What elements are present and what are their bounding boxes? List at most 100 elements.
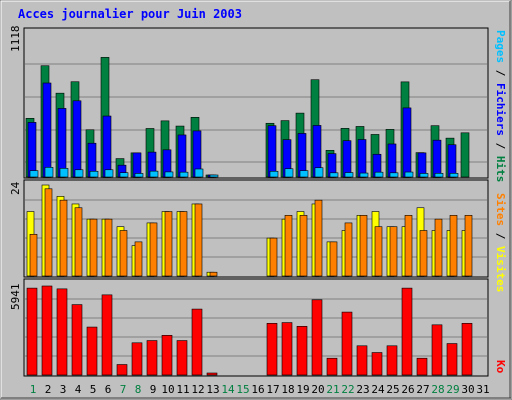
- day-label-23: 23: [356, 383, 369, 396]
- bar-pages-day-6: [104, 169, 114, 178]
- bar-ko-day-30: [461, 323, 473, 376]
- bar-pages-day-10: [164, 171, 174, 178]
- bar-sites-day-13: [209, 271, 218, 277]
- day-label-29: 29: [446, 383, 459, 396]
- bar-sites-day-23: [359, 215, 368, 277]
- bar-sites-day-3: [59, 199, 68, 277]
- bar-ko-day-10: [161, 335, 173, 376]
- bar-fichiers-day-1: [27, 122, 37, 178]
- day-label-22: 22: [341, 383, 354, 396]
- bar-pages-day-13: [209, 174, 219, 178]
- bar-pages-day-5: [89, 170, 99, 178]
- ymax-label-hits: 1118: [9, 26, 22, 53]
- bar-sites-day-8: [134, 241, 143, 277]
- bar-pages-day-12: [194, 168, 204, 178]
- bar-pages-day-22: [344, 172, 354, 178]
- bar-ko-day-3: [56, 288, 68, 376]
- bar-sites-day-26: [404, 215, 413, 277]
- bar-pages-day-3: [59, 168, 69, 178]
- day-label-26: 26: [401, 383, 414, 396]
- day-label-1: 1: [30, 383, 37, 396]
- day-label-14: 14: [221, 383, 235, 396]
- day-label-12: 12: [191, 383, 204, 396]
- bar-ko-day-9: [146, 340, 158, 376]
- bar-pages-day-9: [149, 170, 159, 178]
- chart-bars: [25, 57, 487, 376]
- bar-sites-day-12: [194, 203, 203, 277]
- bar-sites-day-19: [299, 215, 308, 277]
- bar-ko-day-6: [101, 294, 113, 376]
- bar-sites-day-29: [449, 215, 458, 277]
- bar-fichiers-day-26: [402, 107, 412, 178]
- day-label-10: 10: [161, 383, 174, 396]
- bar-pages-day-28: [434, 173, 444, 178]
- day-label-7: 7: [120, 383, 127, 396]
- bar-sites-day-24: [374, 226, 383, 277]
- bar-pages-day-27: [419, 173, 429, 178]
- bar-ko-day-25: [386, 345, 398, 376]
- bar-pages-day-29: [449, 173, 459, 178]
- day-label-21: 21: [326, 383, 339, 396]
- bar-pages-day-20: [314, 167, 324, 178]
- bar-sites-day-10: [164, 211, 173, 277]
- day-label-9: 9: [150, 383, 157, 396]
- bar-fichiers-day-29: [447, 144, 457, 178]
- bar-ko-day-24: [371, 352, 383, 376]
- bar-ko-day-1: [26, 287, 38, 376]
- bar-ko-day-21: [326, 357, 338, 376]
- day-label-18: 18: [281, 383, 294, 396]
- bar-pages-day-11: [179, 171, 189, 178]
- bar-sites-day-18: [284, 215, 293, 277]
- legend-hits: Hits: [494, 156, 507, 183]
- bar-sites-day-4: [74, 207, 83, 277]
- bar-fichiers-day-2: [42, 82, 52, 178]
- bar-fichiers-day-22: [342, 140, 352, 178]
- chart-title: Acces journalier pour Juin 2003: [18, 7, 242, 21]
- bar-pages-day-23: [359, 172, 369, 178]
- bar-pages-day-21: [329, 172, 339, 178]
- bar-sites-day-9: [149, 222, 158, 277]
- bar-pages-day-4: [74, 169, 84, 178]
- bar-sites-day-27: [419, 230, 428, 277]
- bar-sites-day-25: [389, 226, 398, 277]
- bar-fichiers-day-17: [267, 125, 277, 178]
- ymax-label-ko: 5941: [9, 284, 22, 311]
- bar-pages-day-2: [44, 167, 54, 178]
- bar-sites-day-21: [329, 241, 338, 277]
- day-label-6: 6: [105, 383, 112, 396]
- bar-ko-day-20: [311, 299, 323, 376]
- bar-ko-day-13: [206, 372, 218, 376]
- x-axis-day-labels: 1 2 3 4 5 6 7 8 9 10 11 12 13 14 15 16 17 18 19 20 21 22 23 24 2…: [30, 383, 490, 396]
- bar-ko-day-11: [176, 340, 188, 376]
- bar-ko-day-5: [86, 326, 98, 376]
- day-label-5: 5: [90, 383, 97, 396]
- bar-fichiers-day-3: [57, 108, 67, 178]
- svg-text:Sites / Visites: Sites / Visites: [494, 193, 507, 292]
- bar-ko-day-7: [116, 364, 128, 376]
- day-label-24: 24: [371, 383, 385, 396]
- bar-sites-day-7: [119, 230, 128, 277]
- bar-fichiers-day-6: [102, 115, 112, 178]
- bar-sites-day-6: [104, 218, 113, 277]
- bar-ko-day-29: [446, 343, 458, 376]
- legend-sites: Sites: [494, 193, 507, 226]
- day-label-25: 25: [386, 383, 399, 396]
- bar-ko-day-27: [416, 357, 428, 376]
- bar-ko-day-2: [41, 285, 53, 376]
- day-label-11: 11: [176, 383, 189, 396]
- bar-sites-day-1: [29, 233, 38, 277]
- day-label-13: 13: [206, 383, 219, 396]
- bar-pages-day-1: [29, 170, 39, 178]
- bar-pages-day-7: [119, 172, 129, 178]
- day-label-30: 30: [461, 383, 474, 396]
- bar-pages-day-24: [374, 171, 384, 178]
- legend-hits-panel: Pages / Fichiers / Hits: [494, 30, 507, 182]
- bar-pages-day-26: [404, 171, 414, 178]
- svg-text:Pages / Fichiers / Hits: Pages / Fichiers / Hits: [494, 30, 507, 182]
- day-label-31: 31: [476, 383, 489, 396]
- day-label-2: 2: [45, 383, 52, 396]
- bar-sites-day-22: [344, 222, 353, 277]
- bar-sites-day-28: [434, 218, 443, 277]
- bar-sites-day-17: [269, 237, 278, 277]
